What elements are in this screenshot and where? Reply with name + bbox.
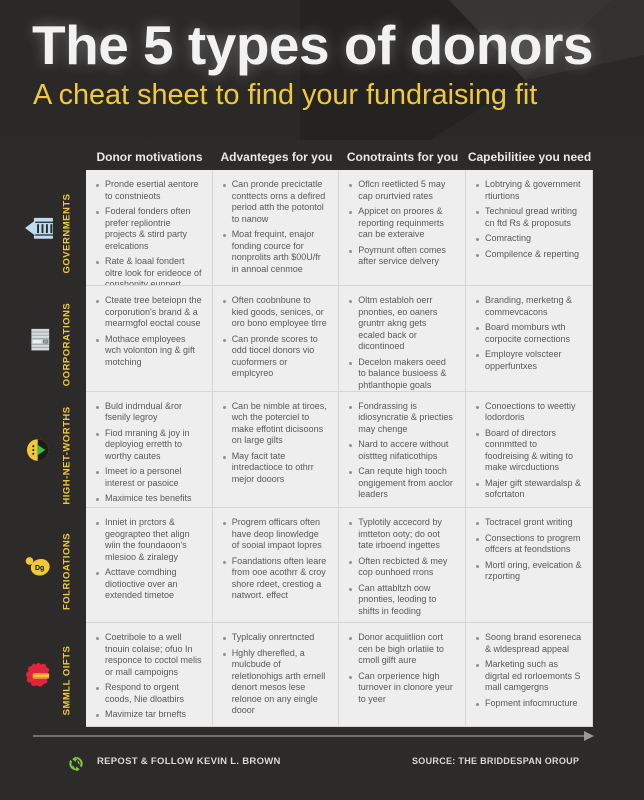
svg-text:Dg: Dg bbox=[35, 564, 44, 571]
